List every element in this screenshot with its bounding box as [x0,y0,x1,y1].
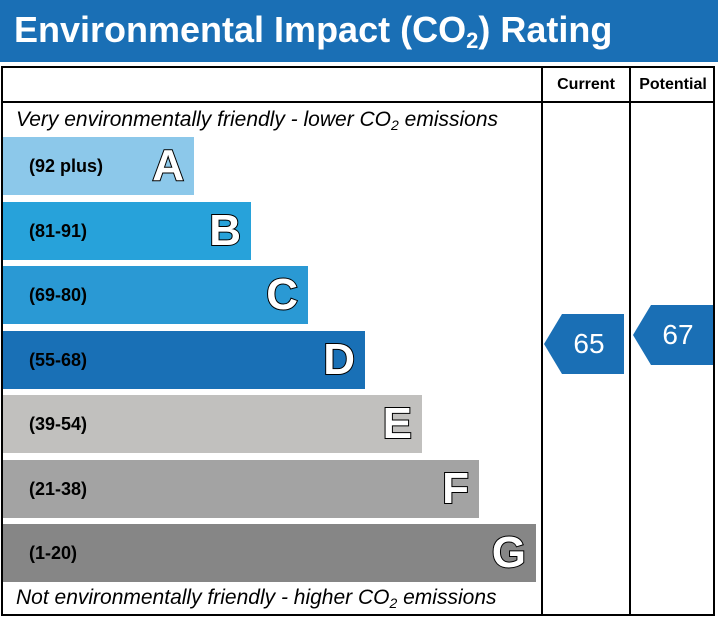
potential-rating-value: 67 [662,319,694,350]
divider-potential [629,66,631,616]
band-letter: C [265,269,299,320]
band-range-label: (1-20) [29,543,78,563]
band-range-label: (39-54) [29,414,88,434]
band-c: (69-80) C [3,266,308,324]
header-bar: Environmental Impact (CO2) Rating [0,0,718,62]
top-caption: Very environmentally friendly - lower CO… [16,108,499,133]
band-a: (92 plus) A [3,137,194,195]
band-d: (55-68) D [3,331,365,389]
band-range-label: (81-91) [29,221,88,241]
bottom-caption: Not environmentally friendly - higher CO… [16,586,497,611]
band-letter: A [151,140,185,191]
band-e: (39-54) E [3,395,422,453]
current-column-header: Current [557,76,615,93]
divider-current [541,66,543,616]
potential-rating-arrow: 67 [633,305,713,365]
band-letter: B [208,205,242,256]
potential-column-header: Potential [639,76,707,93]
page-title: Environmental Impact (CO2) Rating [14,9,613,53]
band-range-label: (69-80) [29,285,88,305]
band-letter: G [491,527,527,578]
band-letter: F [441,463,470,514]
rating-table [1,66,715,616]
band-letter: D [322,334,356,385]
band-letter: E [382,398,413,449]
band-range-label: (21-38) [29,479,88,499]
header-divider [1,101,715,103]
band-g: (1-20) G [3,524,536,582]
band-range-label: (92 plus) [29,156,104,176]
current-rating-arrow: 65 [544,314,624,374]
band-f: (21-38) F [3,460,479,518]
current-rating-value: 65 [573,328,605,359]
band-b: (81-91) B [3,202,251,260]
band-range-label: (55-68) [29,350,88,370]
